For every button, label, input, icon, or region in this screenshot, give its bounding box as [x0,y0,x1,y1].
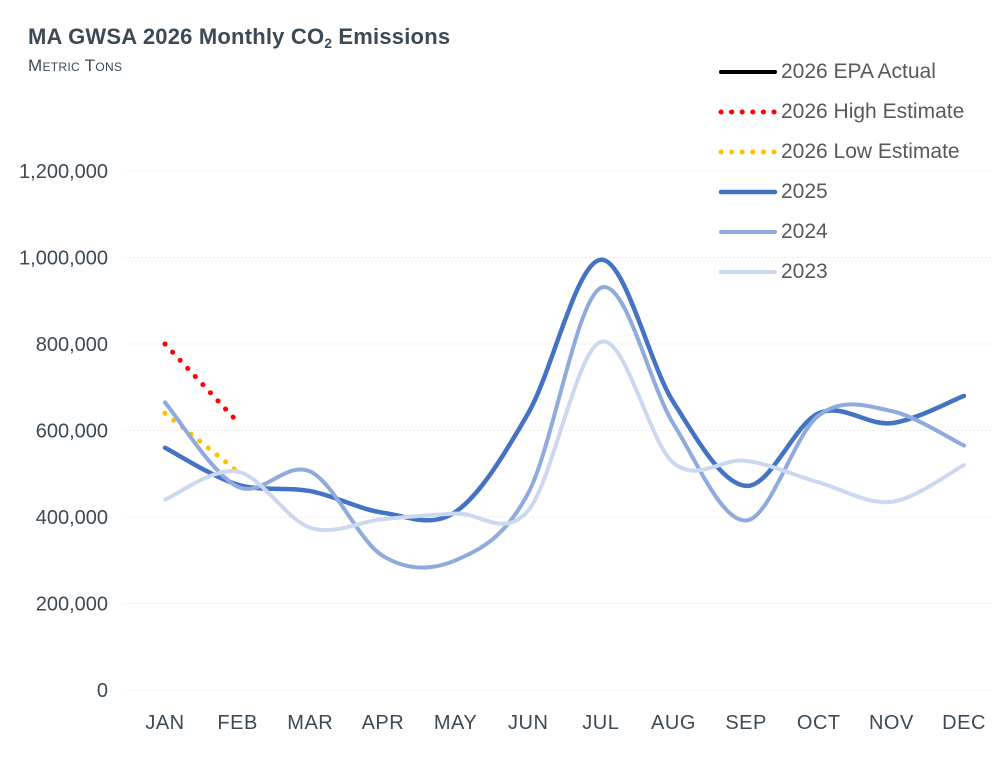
y-axis-tick-label: 600,000 [36,421,108,443]
y-axis-tick-label: 800,000 [36,334,108,356]
legend-item-2026-high-estimate: 2026 High Estimate [718,92,964,132]
x-axis-month-label: JUL [582,712,619,734]
series-line-2026-high-estimate [162,341,241,425]
legend-line-icon [719,230,777,234]
chart-header: MA GWSA 2026 Monthly CO2 Emissions Metri… [28,24,450,76]
chart-title-text-end: Emissions [332,24,451,49]
legend-line-icon [719,70,777,74]
y-axis-tick-label: 1,000,000 [19,248,108,270]
legend-label: 2026 EPA Actual [781,60,936,83]
chart-title-subscript: 2 [324,36,333,52]
series-line-2026-low-estimate [162,410,241,475]
legend-label: 2026 Low Estimate [781,140,960,163]
chart-subtitle: Metric Tons [28,56,123,75]
y-axis-tick-label: 200,000 [36,594,108,616]
x-axis-month-label: MAY [434,712,477,734]
y-axis-tick-label: 1,200,000 [19,161,108,183]
series-line-2024 [163,285,966,570]
legend-line-icon [719,270,777,274]
series-line-2023 [163,339,966,533]
y-axis-tick-label: 400,000 [36,507,108,529]
x-axis-month-label: MAR [287,712,333,734]
x-axis-month-label: SEP [725,712,767,734]
legend-item-2024: 2024 [718,212,964,252]
legend-item-2026-epa-actual: 2026 EPA Actual [718,52,964,92]
x-axis-month-label: APR [362,712,405,734]
legend-label: 2026 High Estimate [781,100,965,123]
y-axis-tick-label: 0 [97,680,108,702]
x-axis-month-label: JUN [508,712,548,734]
legend-dotted-line-icon [718,109,778,115]
x-axis-month-label: FEB [217,712,257,734]
legend-label: 2024 [781,220,828,243]
legend-item-2026-low-estimate: 2026 Low Estimate [718,132,964,172]
x-axis-month-label: JAN [145,712,184,734]
x-axis-month-label: AUG [651,712,696,734]
chart-legend: 2026 EPA Actual 2026 High Estimate 2026 Lo… [718,52,964,292]
legend-dotted-line-icon [718,149,778,155]
legend-item-2023: 2023 [718,252,964,292]
legend-item-2025: 2025 [718,172,964,212]
series-line-2025 [162,257,967,523]
legend-label: 2023 [781,260,828,283]
x-axis-month-label: DEC [942,712,986,734]
chart-title: MA GWSA 2026 Monthly CO2 Emissions [28,24,451,52]
legend-label: 2025 [781,180,828,203]
x-axis-month-label: OCT [797,712,841,734]
chart-title-text: MA GWSA 2026 Monthly CO [28,24,325,49]
legend-line-icon [718,189,778,195]
x-axis-month-label: NOV [869,712,914,734]
